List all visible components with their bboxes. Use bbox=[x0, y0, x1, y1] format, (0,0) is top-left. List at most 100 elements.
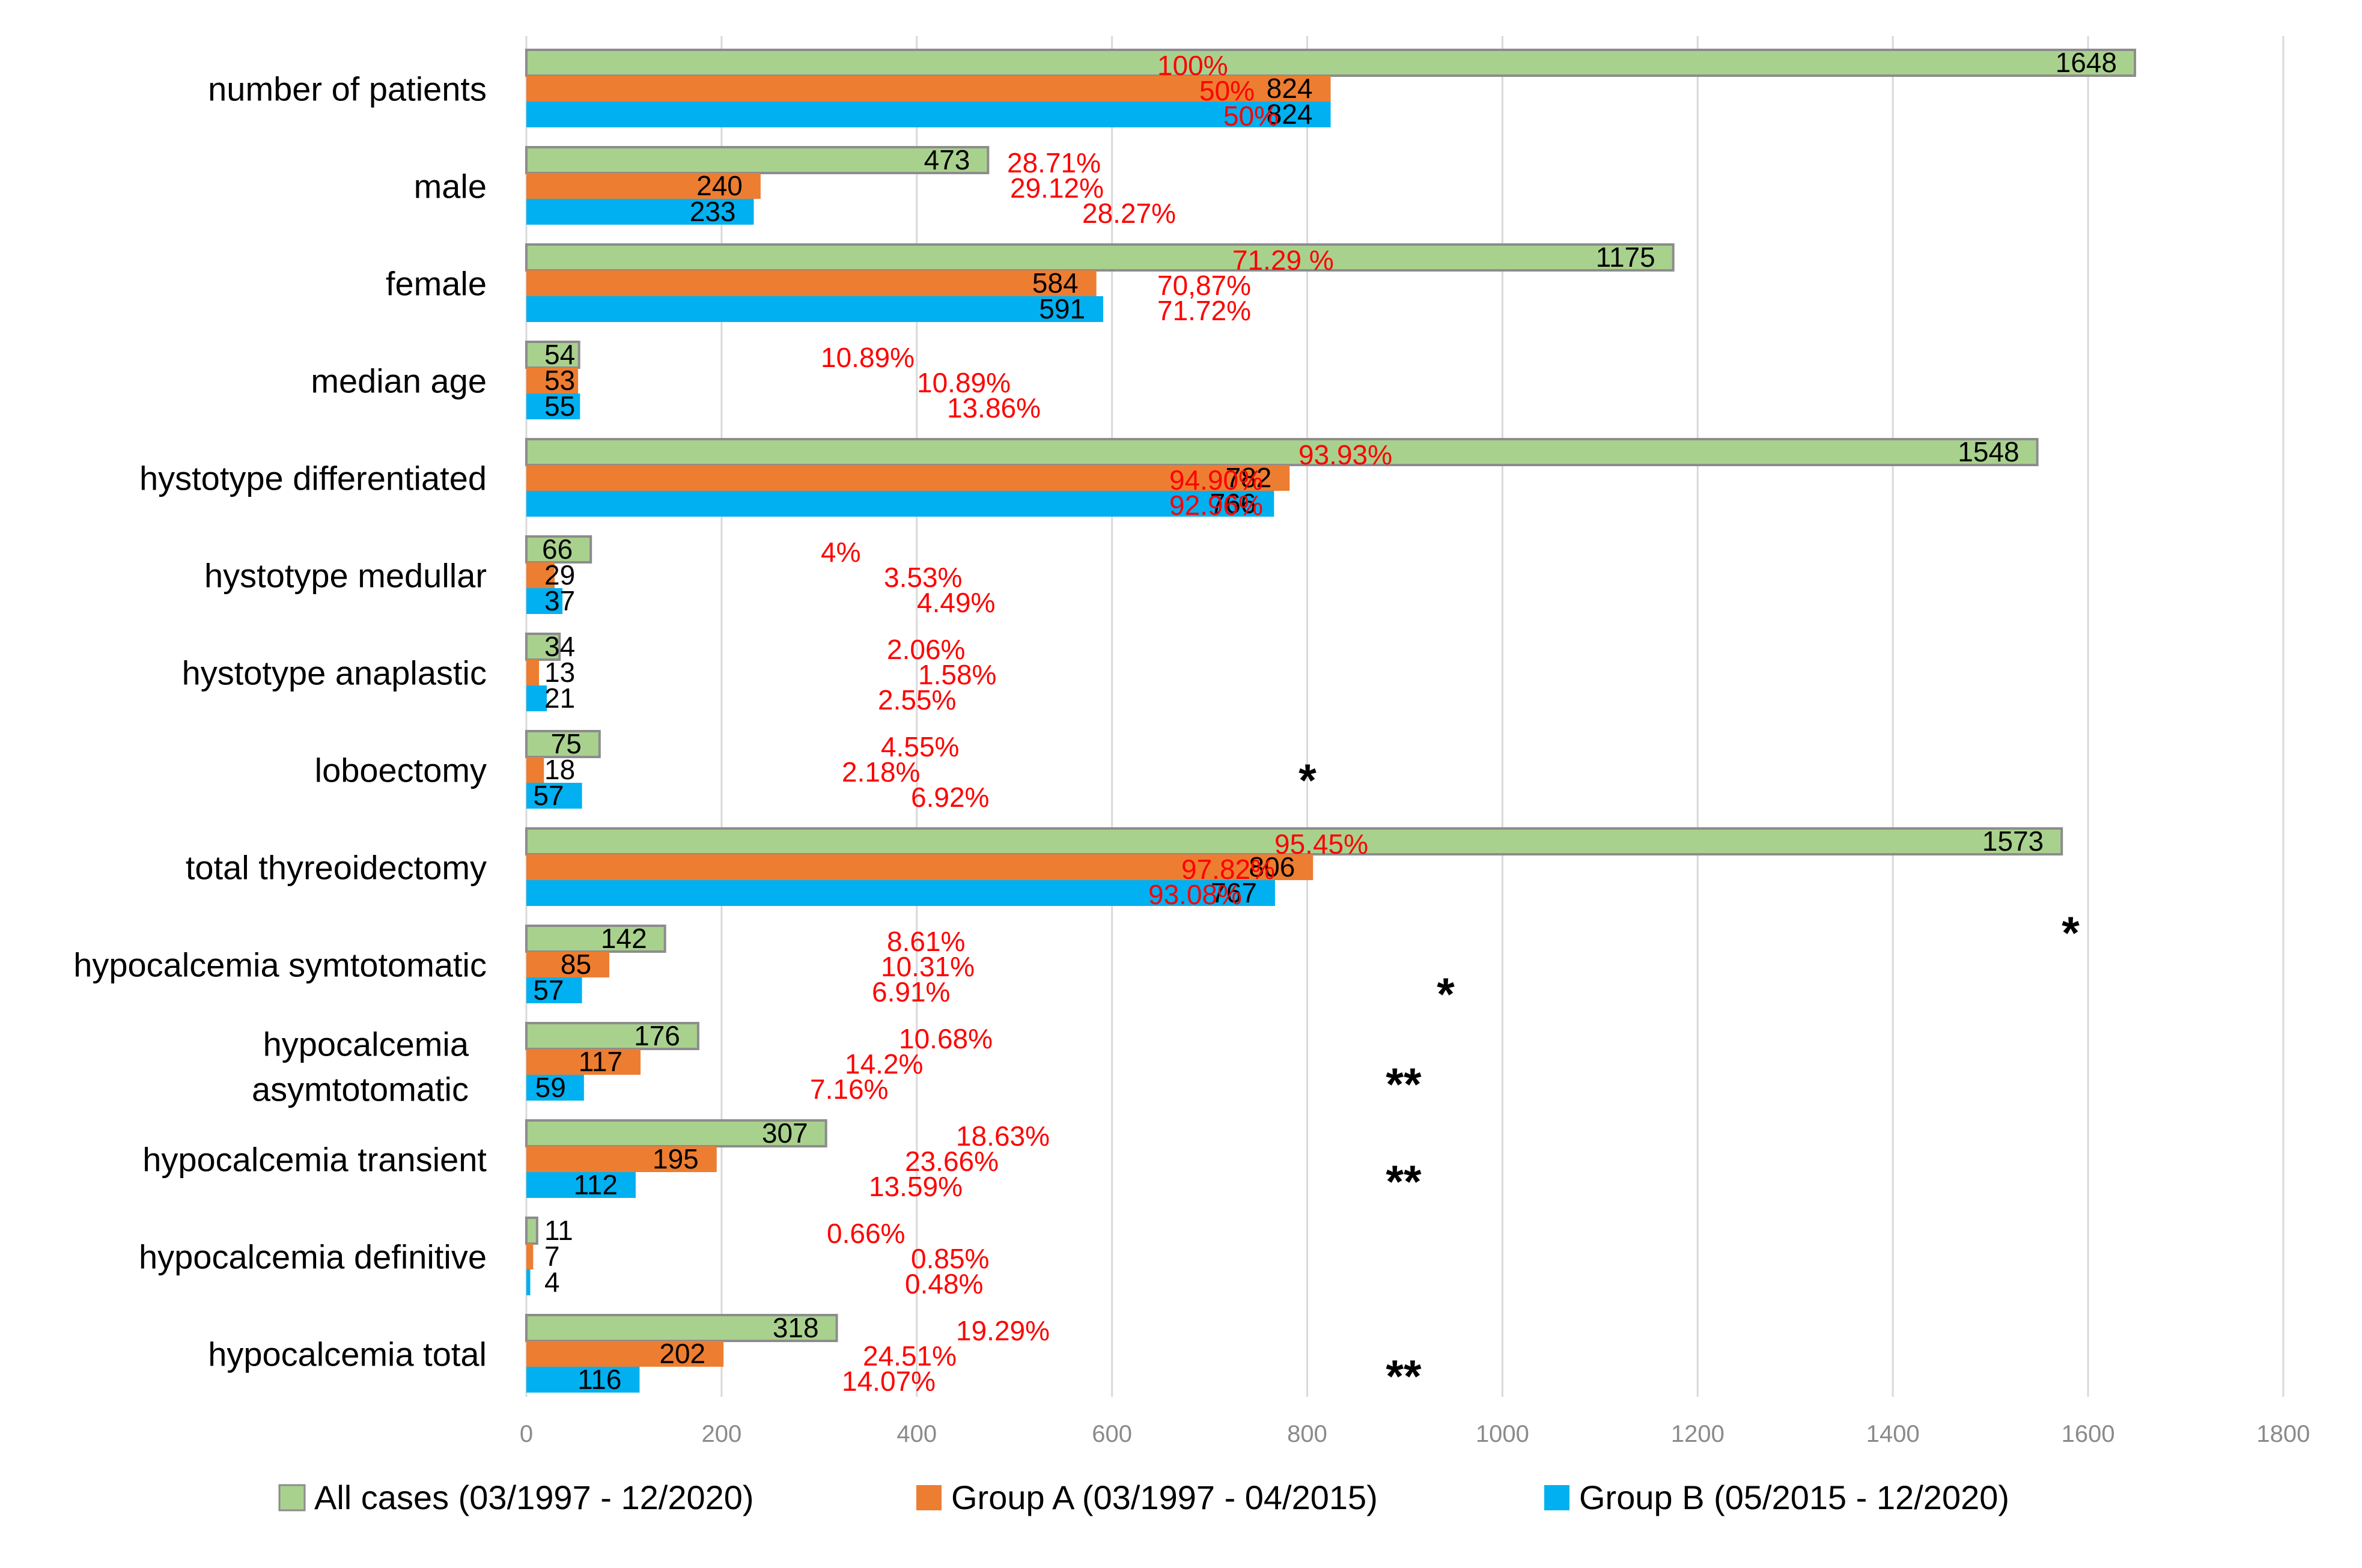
percent-label: 71.72% bbox=[1157, 295, 1251, 326]
bar bbox=[526, 880, 1275, 906]
value-label: 824 bbox=[1267, 73, 1313, 104]
value-label: 85 bbox=[561, 949, 591, 980]
bar bbox=[526, 102, 1331, 127]
value-label: 21 bbox=[544, 682, 575, 714]
value-label: 29 bbox=[544, 559, 575, 591]
significance-marker: ** bbox=[1386, 1156, 1422, 1208]
value-label: 11 bbox=[544, 1215, 573, 1246]
bar-group: 34 2.06% 13 1.58% 21 2.55% bbox=[525, 631, 996, 716]
category-label: asymtotomatic bbox=[252, 1071, 469, 1108]
category-label: total thyreoidectomy bbox=[186, 849, 487, 887]
value-label: 1548 bbox=[1958, 436, 2019, 467]
value-label: 782 bbox=[1226, 462, 1272, 493]
value-label: 53 bbox=[544, 365, 575, 396]
category-label: hystotype differentiated bbox=[139, 460, 487, 497]
value-label: 202 bbox=[659, 1338, 705, 1369]
percent-label: 94.90% bbox=[1169, 464, 1263, 496]
percent-label: 4.55% bbox=[881, 731, 959, 762]
bar bbox=[526, 588, 563, 614]
value-label: 1648 bbox=[2056, 47, 2117, 78]
bar bbox=[526, 394, 580, 419]
percent-label: 70,87% bbox=[1157, 270, 1251, 301]
percent-label: 7.16% bbox=[810, 1074, 888, 1105]
bar bbox=[525, 827, 2063, 855]
x-tick-label: 800 bbox=[1287, 1421, 1327, 1447]
value-label: 767 bbox=[1211, 877, 1257, 908]
bar-group: 75 4.55% 18 2.18% 57 6.92% * bbox=[525, 728, 1316, 813]
value-label: 116 bbox=[577, 1364, 621, 1395]
bar bbox=[525, 925, 666, 953]
x-tick-label: 1000 bbox=[1476, 1421, 1529, 1447]
significance-marker: ** bbox=[1386, 1059, 1422, 1110]
category-label: median age bbox=[311, 362, 487, 400]
bar bbox=[526, 854, 1313, 880]
bar bbox=[526, 952, 610, 977]
bar bbox=[525, 243, 1675, 272]
percent-label: 29.12% bbox=[1010, 172, 1104, 204]
significance-marker: * bbox=[1437, 969, 1455, 1020]
legend-label: Group A (03/1997 - 04/2015) bbox=[951, 1478, 1378, 1516]
legend-swatch bbox=[916, 1485, 942, 1510]
percent-label: 6.91% bbox=[872, 976, 950, 1007]
value-label: 142 bbox=[601, 923, 647, 954]
bar bbox=[526, 783, 582, 809]
x-tick-label: 600 bbox=[1092, 1421, 1132, 1447]
value-label: 4 bbox=[544, 1266, 560, 1298]
bar bbox=[525, 49, 2137, 77]
category-label: hystotype anaplastic bbox=[182, 654, 487, 692]
value-label: 117 bbox=[579, 1046, 622, 1077]
bar-group: 142 8.61% 85 10.31% 57 6.91% * bbox=[525, 923, 1455, 1020]
bar bbox=[526, 685, 547, 711]
category-label: hypocalcemia transient bbox=[142, 1141, 487, 1179]
value-label: 806 bbox=[1249, 851, 1295, 883]
bar bbox=[526, 173, 761, 199]
bar-group: 66 4% 29 3.53% 37 4.49% bbox=[525, 533, 995, 618]
bar-group: 318 19.29% 202 24.51% 116 14.07% ** bbox=[525, 1312, 1422, 1402]
percent-label: 18.63% bbox=[956, 1120, 1050, 1152]
bar-group: 176 10.68% 117 14.2% 59 7.16% ** bbox=[525, 1020, 1422, 1110]
bar-group: 54 10.89% 53 10.89% 55 13.86% bbox=[525, 339, 1041, 424]
value-label: 37 bbox=[544, 585, 575, 616]
value-label: 240 bbox=[696, 170, 743, 201]
significance-marker: ** bbox=[1386, 1351, 1422, 1402]
percent-label: 0.85% bbox=[911, 1243, 989, 1274]
category-label: female bbox=[386, 265, 487, 303]
percent-label: 8.61% bbox=[887, 926, 965, 957]
x-axis-ticks: 0 200 400 600 800 1000 1200 1400 1600 1800 bbox=[520, 1421, 2310, 1447]
percent-label: 50% bbox=[1199, 75, 1255, 106]
bar bbox=[526, 757, 544, 783]
percent-label: 10.89% bbox=[917, 367, 1011, 398]
bar bbox=[525, 730, 601, 758]
value-label: 7 bbox=[544, 1241, 560, 1272]
category-label: loboectomy bbox=[315, 752, 487, 789]
value-label: 584 bbox=[1032, 267, 1079, 299]
percent-label: 13.59% bbox=[869, 1171, 963, 1202]
bar bbox=[526, 660, 540, 685]
value-label: 75 bbox=[551, 728, 582, 759]
percent-label: 13.86% bbox=[947, 392, 1041, 424]
bar bbox=[525, 1217, 538, 1245]
value-label: 766 bbox=[1210, 488, 1256, 519]
x-tick-label: 400 bbox=[896, 1421, 937, 1447]
bar bbox=[526, 491, 1274, 517]
value-label: 233 bbox=[690, 196, 736, 227]
x-tick-label: 1200 bbox=[1671, 1421, 1724, 1447]
bar bbox=[526, 465, 1290, 491]
value-label: 66 bbox=[542, 533, 573, 565]
x-tick-label: 200 bbox=[702, 1421, 742, 1447]
bar bbox=[525, 146, 990, 174]
percent-label: 92.96% bbox=[1169, 490, 1263, 521]
bar bbox=[526, 1341, 724, 1367]
value-label: 34 bbox=[544, 631, 575, 662]
percent-label: 3.53% bbox=[884, 562, 962, 593]
percent-label: 4% bbox=[821, 536, 860, 568]
value-label: 473 bbox=[924, 144, 970, 175]
x-tick-label: 1600 bbox=[2062, 1421, 2115, 1447]
percent-label: 14.2% bbox=[845, 1048, 923, 1080]
value-label: 59 bbox=[535, 1072, 566, 1103]
